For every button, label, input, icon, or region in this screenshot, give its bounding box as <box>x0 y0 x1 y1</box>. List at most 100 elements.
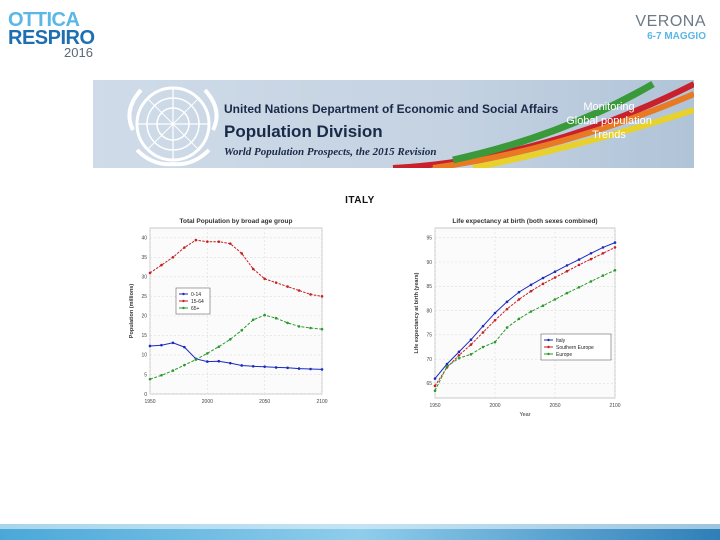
data-point <box>228 361 232 365</box>
data-point <box>251 318 255 322</box>
x-tick-label: 2000 <box>489 403 500 409</box>
y-tick-label: 95 <box>426 236 432 242</box>
y-tick-label: 85 <box>426 284 432 290</box>
data-point <box>481 331 485 334</box>
data-point <box>565 264 569 267</box>
data-point <box>553 298 557 301</box>
data-point <box>565 269 569 273</box>
event-city: VERONA <box>635 13 706 30</box>
banner-right-line-2: Global population <box>566 115 652 127</box>
data-point <box>274 316 278 320</box>
data-point <box>320 295 324 298</box>
data-point <box>183 363 186 367</box>
data-point <box>320 327 324 331</box>
data-point <box>171 255 175 259</box>
data-point <box>469 338 473 342</box>
logo-line-2: RESPIRO <box>8 27 95 49</box>
population-chart-panel: Total Population by broad age group 1950 2… <box>124 214 330 414</box>
series-line-europe <box>434 269 616 391</box>
legend-label: 0-14 <box>191 292 201 298</box>
data-point <box>553 276 557 279</box>
data-point <box>541 276 545 280</box>
data-point <box>493 340 497 344</box>
x-axis-label: Year <box>519 412 530 418</box>
data-point <box>148 271 152 275</box>
data-point <box>148 344 152 348</box>
event-date: 6-7 MAGGIO <box>647 31 706 42</box>
chart-title: Life expectancy at birth (both sexes com… <box>452 218 597 225</box>
series-line-italy <box>434 242 616 379</box>
data-point <box>517 317 521 321</box>
data-point <box>553 270 557 274</box>
data-point <box>240 364 244 367</box>
data-point <box>251 267 255 271</box>
banner-division: Population Division <box>224 122 383 141</box>
data-point <box>171 369 175 372</box>
data-point <box>286 321 289 325</box>
legend-marker <box>547 352 550 356</box>
data-point <box>194 358 198 361</box>
data-point <box>529 289 533 293</box>
data-point <box>309 326 312 330</box>
data-point <box>160 343 163 347</box>
data-point <box>469 352 473 356</box>
y-axis-label: Population (millions) <box>129 284 135 339</box>
x-tick-label: 1950 <box>429 403 440 409</box>
life-expectancy-chart: Life expectancy at birth (both sexes com… <box>414 218 621 418</box>
life-expectancy-chart-panel: Life expectancy at birth (both sexes com… <box>411 214 623 426</box>
data-point <box>601 274 605 277</box>
data-point <box>320 368 324 371</box>
y-tick-label: 5 <box>144 372 147 378</box>
x-tick-label: 2100 <box>609 403 620 409</box>
data-point <box>589 257 593 261</box>
data-point <box>297 367 301 370</box>
data-point <box>505 307 509 311</box>
data-point <box>206 352 209 355</box>
series-line-65- <box>149 314 323 380</box>
data-point <box>457 356 461 360</box>
y-tick-label: 15 <box>141 333 147 339</box>
series-line-0-14 <box>149 342 323 370</box>
data-point <box>433 384 437 388</box>
data-point <box>217 345 221 349</box>
data-point <box>613 241 617 244</box>
data-point <box>217 359 221 363</box>
banner-right-text: Monitoring Global population Trends <box>554 100 664 142</box>
data-point <box>457 353 461 357</box>
x-tick-label: 1950 <box>144 399 155 405</box>
data-point <box>183 345 186 349</box>
data-point <box>577 285 581 289</box>
data-point <box>286 285 289 288</box>
y-tick-label: 35 <box>141 255 147 261</box>
data-point <box>297 289 301 292</box>
y-tick-label: 90 <box>426 260 432 266</box>
data-point <box>433 377 437 380</box>
data-point <box>577 258 581 261</box>
population-by-age-chart: Total Population by broad age group 1950 2… <box>129 218 328 405</box>
data-point <box>228 242 232 245</box>
legend-marker <box>182 299 185 303</box>
data-point <box>309 367 312 371</box>
country-title: ITALY <box>345 195 375 206</box>
banner-right-line-3: Trends <box>592 129 626 141</box>
data-point <box>445 365 449 368</box>
data-point <box>194 238 198 242</box>
legend-label: 65+ <box>191 306 200 312</box>
data-point <box>228 338 232 341</box>
data-point <box>171 341 175 345</box>
data-point <box>160 373 163 377</box>
legend-label: Italy <box>556 338 566 344</box>
data-point <box>240 252 244 255</box>
x-tick-label: 2100 <box>316 399 327 405</box>
data-point <box>183 246 186 249</box>
legend-label: 15-64 <box>191 299 204 305</box>
y-tick-label: 25 <box>141 294 147 300</box>
data-point <box>517 290 521 294</box>
y-tick-label: 30 <box>141 275 147 281</box>
data-point <box>160 263 163 267</box>
y-tick-label: 20 <box>141 314 147 320</box>
legend-label: Europe <box>556 352 572 358</box>
x-tick-label: 2050 <box>549 403 560 409</box>
un-population-division-banner: United Nations Department of Economic an… <box>93 80 694 168</box>
data-point <box>217 240 221 243</box>
